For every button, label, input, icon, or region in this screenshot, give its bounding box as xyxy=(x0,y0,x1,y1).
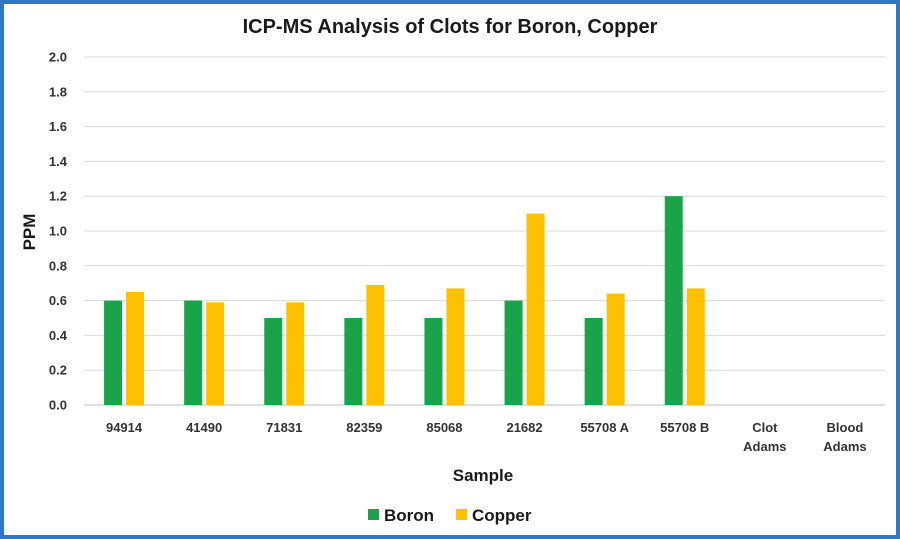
bar-copper xyxy=(686,288,705,405)
y-axis-ticks: 0.0 0.2 0.4 0.6 0.8 1.0 1.2 1.4 1.6 1.8 2.0 xyxy=(49,50,68,413)
x-tick-label: 71831 xyxy=(266,420,302,435)
x-tick-label: 85068 xyxy=(426,420,462,435)
y-tick-label: 0.2 xyxy=(49,363,67,378)
bar-copper xyxy=(286,302,305,405)
bar-boron xyxy=(664,196,683,405)
x-tick-label: 21682 xyxy=(506,420,542,435)
bar-copper xyxy=(606,293,625,405)
y-tick-label: 1.8 xyxy=(49,84,67,99)
bar-boron xyxy=(584,318,603,405)
legend-swatch-boron xyxy=(368,509,379,520)
bar-layer xyxy=(104,196,705,405)
bar-boron xyxy=(104,300,123,405)
legend-label-copper: Copper xyxy=(472,506,532,525)
x-tick-label: 55708 B xyxy=(660,420,709,435)
bar-copper xyxy=(366,284,385,405)
legend-label-boron: Boron xyxy=(384,506,434,525)
x-tick-label: 82359 xyxy=(346,420,382,435)
y-tick-label: 0.8 xyxy=(49,258,67,273)
x-tick-label: 41490 xyxy=(186,420,222,435)
x-tick-label: Adams xyxy=(743,439,786,454)
y-tick-label: 0.0 xyxy=(49,398,67,413)
y-tick-label: 0.4 xyxy=(49,328,68,343)
x-axis-ticks: 94914 41490 71831 82359 85068 21682 55708 A 557… xyxy=(106,420,867,454)
legend-swatch-copper xyxy=(456,509,467,520)
x-tick-label: 55708 A xyxy=(580,420,629,435)
y-axis-label: PPM xyxy=(20,214,39,251)
bar-boron xyxy=(504,300,523,405)
grid-layer xyxy=(84,56,885,406)
y-tick-label: 2.0 xyxy=(49,50,67,65)
y-tick-label: 1.6 xyxy=(49,119,67,134)
y-tick-label: 1.4 xyxy=(49,154,68,169)
x-axis-label: Sample xyxy=(453,466,513,485)
bar-boron xyxy=(264,318,283,405)
chart-title: ICP-MS Analysis of Clots for Boron, Copp… xyxy=(243,16,658,38)
bar-boron xyxy=(424,318,443,405)
legend: Boron Copper xyxy=(368,506,532,525)
bar-copper xyxy=(206,302,225,405)
y-tick-label: 0.6 xyxy=(49,293,67,308)
y-tick-label: 1.0 xyxy=(49,224,67,239)
bar-boron xyxy=(184,300,203,405)
bar-copper xyxy=(526,213,545,405)
x-tick-label: 94914 xyxy=(106,420,143,435)
bar-copper xyxy=(446,288,465,405)
bar-boron xyxy=(344,318,363,405)
x-tick-label: Adams xyxy=(823,439,866,454)
y-tick-label: 1.2 xyxy=(49,189,67,204)
bar-copper xyxy=(126,291,145,405)
x-tick-label: Blood xyxy=(827,420,864,435)
x-tick-label: Clot xyxy=(752,420,778,435)
